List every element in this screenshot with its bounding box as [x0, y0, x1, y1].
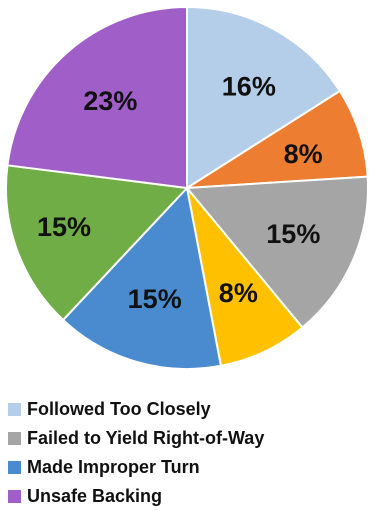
legend: Followed Too Closely Failed to Yield Righ…	[8, 395, 368, 511]
pie-slice-1	[186, 5, 342, 190]
pie-slices	[5, 5, 369, 370]
pie-data-labels: 16% 8% 15% 8% 15% 15% 23%	[37, 71, 323, 314]
legend-label: Made Improper Turn	[27, 457, 200, 477]
data-label-6: 15%	[37, 212, 91, 242]
data-label-5: 15%	[128, 284, 182, 314]
legend-swatch	[8, 461, 21, 474]
pie-chart: 16% 8% 15% 8% 15% 15% 23%	[5, 5, 369, 370]
data-label-3: 15%	[266, 219, 320, 249]
pie-slice-6	[5, 164, 190, 322]
legend-label: Failed to Yield Right-of-Way	[27, 428, 265, 448]
pie-slice-4	[186, 187, 304, 367]
data-label-7: 23%	[83, 86, 137, 116]
pie-slice-2	[186, 89, 369, 189]
legend-swatch	[8, 432, 21, 445]
legend-label: Unsafe Backing	[27, 486, 163, 506]
pie-slice-7	[6, 5, 188, 190]
legend-swatch	[8, 403, 21, 416]
legend-item: Made Improper Turn	[8, 453, 368, 482]
legend-swatch	[8, 490, 21, 503]
legend-label: Followed Too Closely	[27, 399, 211, 419]
legend-item: Unsafe Backing	[8, 482, 368, 511]
legend-item: Followed Too Closely	[8, 395, 368, 424]
data-label-1: 16%	[222, 71, 276, 101]
pie-slice-5	[61, 185, 223, 370]
legend-item: Failed to Yield Right-of-Way	[8, 424, 368, 453]
data-label-2: 8%	[284, 139, 323, 169]
data-label-4: 8%	[219, 278, 258, 308]
pie-slice-3	[184, 175, 369, 329]
